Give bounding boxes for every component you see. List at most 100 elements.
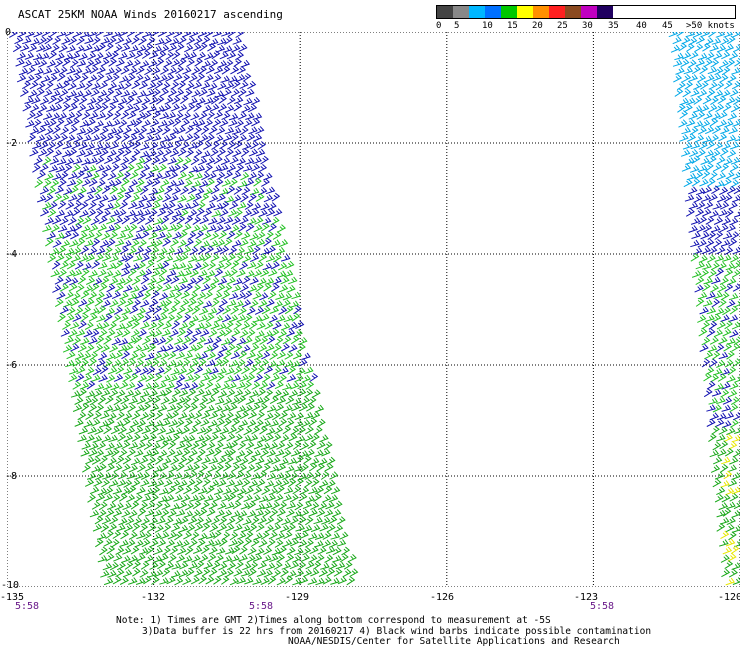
wind-barb <box>111 155 121 165</box>
wind-barb <box>217 322 227 331</box>
wind-barb <box>724 320 733 330</box>
legend-swatch <box>501 6 517 18</box>
wind-barb <box>40 75 51 83</box>
wind-barb <box>286 412 297 420</box>
wind-barb <box>59 306 70 315</box>
wind-barb <box>283 530 293 540</box>
wind-barb <box>59 261 69 270</box>
wind-barb <box>81 111 91 121</box>
wind-barb <box>699 178 709 187</box>
wind-barb <box>231 127 242 135</box>
wind-barb <box>234 388 244 397</box>
wind-barb <box>181 202 192 211</box>
wind-barb <box>243 97 253 106</box>
wind-barb <box>693 32 703 38</box>
wind-barb <box>733 185 740 195</box>
wind-barb <box>174 577 184 586</box>
wind-barb <box>98 501 108 511</box>
wind-barb <box>186 434 196 443</box>
wind-barb <box>76 170 85 180</box>
wind-barb <box>201 522 211 532</box>
wind-barb <box>209 239 219 248</box>
wind-barb <box>234 96 244 105</box>
wind-barb <box>732 44 740 53</box>
wind-barb <box>715 103 725 113</box>
wind-barb <box>297 381 307 390</box>
wind-barb <box>167 485 176 495</box>
wind-barb <box>54 186 65 195</box>
wind-barb <box>194 140 204 149</box>
wind-barb <box>239 457 249 466</box>
wind-barb <box>236 359 246 368</box>
wind-barb <box>271 192 281 202</box>
wind-barb <box>140 299 150 308</box>
wind-barb <box>206 202 216 210</box>
wind-barb <box>131 35 140 45</box>
wind-barb <box>128 314 138 323</box>
wind-barb <box>44 127 54 136</box>
wind-barb <box>91 374 101 382</box>
wind-barb <box>244 358 254 368</box>
wind-barb <box>79 165 90 173</box>
wind-barb <box>198 575 207 585</box>
wind-barb <box>222 88 232 97</box>
wind-barb <box>298 493 308 502</box>
wind-barb <box>192 418 202 428</box>
wind-barb <box>123 321 133 330</box>
wind-barb <box>683 103 693 113</box>
wind-barb <box>56 291 66 300</box>
wind-barb <box>97 395 107 405</box>
wind-barb <box>120 358 130 367</box>
wind-barb <box>228 113 239 121</box>
wind-barb <box>105 463 115 472</box>
wind-barb <box>115 365 125 375</box>
wind-barb <box>314 449 324 458</box>
wind-barb <box>87 97 97 105</box>
wind-speed-legend: 0 5 10 15 20 25 30 35 40 45 >50 knots <box>436 5 736 31</box>
wind-barb <box>239 216 249 225</box>
wind-barb <box>217 479 227 487</box>
wind-barb <box>727 366 737 376</box>
wind-barb <box>190 200 200 210</box>
wind-barb <box>678 42 688 52</box>
wind-barb <box>213 66 224 75</box>
wind-barb <box>112 223 122 233</box>
wind-barb <box>267 202 277 211</box>
wind-barb <box>124 232 134 240</box>
wind-barb <box>144 487 154 496</box>
wind-barb <box>729 329 739 338</box>
wind-barb <box>150 32 160 37</box>
wind-barb <box>724 246 734 256</box>
wind-barb <box>51 133 61 142</box>
wind-barb <box>196 538 206 548</box>
wind-barb <box>62 95 72 104</box>
wind-barb <box>224 411 234 421</box>
wind-barb <box>118 51 128 60</box>
wind-barb <box>60 193 70 202</box>
pass-time: 5:58 <box>249 601 274 612</box>
wind-barb <box>82 89 92 98</box>
wind-barb <box>238 350 248 360</box>
wind-barb <box>259 425 268 435</box>
wind-barb <box>188 165 199 173</box>
wind-barb <box>128 464 139 473</box>
wind-barb <box>681 163 692 172</box>
wind-barb <box>305 425 314 435</box>
wind-barb <box>713 51 723 60</box>
wind-barb <box>167 43 178 52</box>
wind-barb <box>707 344 718 353</box>
wind-barb <box>676 81 686 91</box>
wind-barb <box>215 44 226 53</box>
wind-barb <box>164 185 173 195</box>
wind-barb <box>174 531 183 541</box>
wind-barb <box>85 142 96 151</box>
wind-barb <box>111 538 120 548</box>
wind-barb <box>248 193 257 203</box>
wind-barb <box>296 388 307 397</box>
wind-barb <box>691 177 701 187</box>
wind-barb <box>221 178 232 187</box>
wind-barb <box>719 74 729 83</box>
wind-barb <box>144 216 154 225</box>
wind-barb <box>101 299 111 308</box>
wind-barb <box>149 471 160 480</box>
